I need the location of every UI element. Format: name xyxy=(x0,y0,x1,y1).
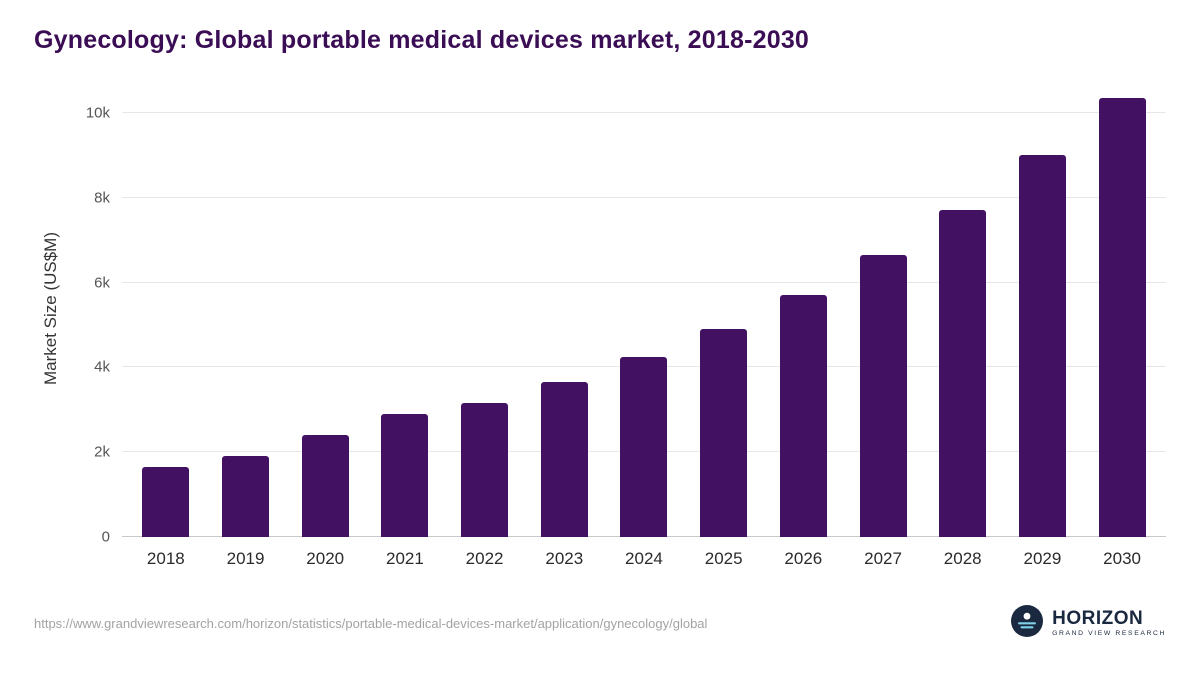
x-tick-label: 2021 xyxy=(385,549,424,568)
footer: https://www.grandviewresearch.com/horizo… xyxy=(34,605,1166,642)
gridline-8k xyxy=(122,196,1166,198)
bar-column xyxy=(604,81,684,537)
x-tick-label: 2027 xyxy=(864,549,902,568)
bar-column xyxy=(285,81,365,537)
bar-2023[interactable] xyxy=(540,382,588,537)
bar-column xyxy=(843,81,923,537)
y-tick-label: 2k xyxy=(94,443,110,461)
bar-column xyxy=(684,81,764,537)
bar-2025[interactable] xyxy=(700,329,748,537)
bars-container xyxy=(122,81,1166,537)
x-tick-label: 2025 xyxy=(704,549,743,568)
horizon-logo-icon xyxy=(1011,605,1044,642)
x-tick-label: 2026 xyxy=(784,549,823,568)
bar-column xyxy=(923,81,1003,537)
x-tick-label: 2028 xyxy=(943,549,982,568)
bar-2019[interactable] xyxy=(222,456,270,537)
y-tick-label: 4k xyxy=(94,358,110,376)
y-tick-label: 10k xyxy=(85,104,110,122)
chart-title: Gynecology: Global portable medical devi… xyxy=(34,26,810,54)
bar-2022[interactable] xyxy=(461,403,509,537)
bar-2029[interactable] xyxy=(1018,155,1066,537)
y-axis-ticks: 0 2k 4k 6k 8k 10k xyxy=(68,81,122,545)
bar-chart: Market Size (US$M) 0 2k 4k 6k 8k 10k 2018 2019… xyxy=(34,81,1166,577)
y-axis-title: Market Size (US$M) xyxy=(41,232,60,386)
bar-column xyxy=(445,81,525,537)
x-tick-label: 2024 xyxy=(625,549,663,568)
bar-column xyxy=(524,81,604,537)
bar-column xyxy=(1082,81,1162,537)
y-tick-label: 8k xyxy=(94,189,110,207)
bar-column xyxy=(126,81,206,537)
bar-column xyxy=(365,81,445,537)
bar-2030[interactable] xyxy=(1098,97,1146,537)
bar-2018[interactable] xyxy=(142,467,190,537)
horizon-logo[interactable]: HORIZON GRAND VIEW RESEARCH xyxy=(1011,605,1166,642)
bar-2027[interactable] xyxy=(859,254,907,537)
x-tick-label: 2020 xyxy=(306,549,345,568)
bar-column xyxy=(764,81,844,537)
x-tick-label: 2023 xyxy=(545,549,584,568)
bar-2024[interactable] xyxy=(620,356,668,537)
y-axis-title-wrap: Market Size (US$M) xyxy=(34,81,68,537)
source-url: https://www.grandviewresearch.com/horizo… xyxy=(34,616,708,631)
x-axis-labels: 2018 2019 2020 2021 2022 2023 2024 2025 2026 2027… xyxy=(122,537,1166,577)
gridline-6k xyxy=(122,281,1166,283)
x-tick-label: 2029 xyxy=(1023,549,1062,568)
bar-2020[interactable] xyxy=(301,435,349,537)
bar-column xyxy=(1003,81,1083,537)
x-tick-label: 2030 xyxy=(1103,549,1141,568)
x-tick-label: 2018 xyxy=(146,549,185,568)
logo-brand: HORIZON xyxy=(1052,608,1144,630)
bar-column xyxy=(206,81,286,537)
gridline-10k xyxy=(122,111,1166,113)
y-tick-label: 6k xyxy=(94,274,110,291)
x-tick-label: 2022 xyxy=(465,549,504,568)
logo-tagline: GRAND VIEW RESEARCH xyxy=(1052,630,1166,638)
x-tick-label: 2019 xyxy=(226,549,265,568)
plot-area xyxy=(122,81,1166,537)
bar-2028[interactable] xyxy=(939,210,987,537)
y-tick-label: 0 xyxy=(101,528,110,546)
bar-2026[interactable] xyxy=(779,295,827,537)
horizon-logo-text: HORIZON GRAND VIEW RESEARCH xyxy=(1052,609,1166,638)
bar-2021[interactable] xyxy=(381,414,429,537)
